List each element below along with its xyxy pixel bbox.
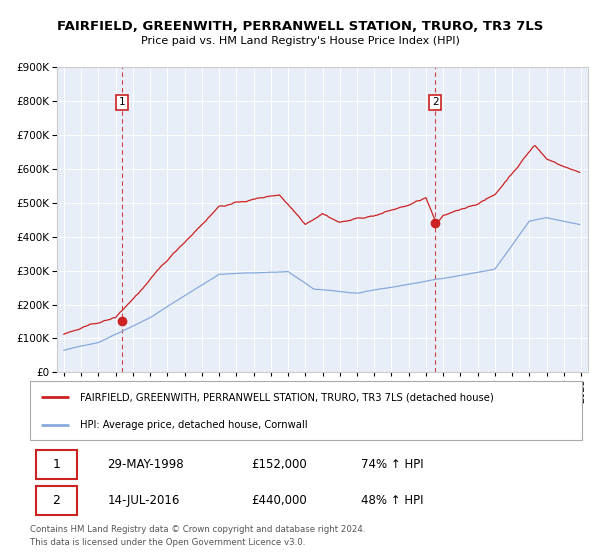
Text: 14-JUL-2016: 14-JUL-2016 bbox=[107, 494, 179, 507]
Text: 74% ↑ HPI: 74% ↑ HPI bbox=[361, 458, 424, 472]
Text: £440,000: £440,000 bbox=[251, 494, 307, 507]
Text: Contains HM Land Registry data © Crown copyright and database right 2024.: Contains HM Land Registry data © Crown c… bbox=[30, 525, 365, 534]
Text: Price paid vs. HM Land Registry's House Price Index (HPI): Price paid vs. HM Land Registry's House … bbox=[140, 36, 460, 46]
Text: 1: 1 bbox=[119, 97, 125, 108]
Text: £152,000: £152,000 bbox=[251, 458, 307, 472]
Text: 48% ↑ HPI: 48% ↑ HPI bbox=[361, 494, 424, 507]
Text: This data is licensed under the Open Government Licence v3.0.: This data is licensed under the Open Gov… bbox=[30, 538, 305, 547]
Text: 29-MAY-1998: 29-MAY-1998 bbox=[107, 458, 184, 472]
Text: 2: 2 bbox=[53, 494, 61, 507]
Text: FAIRFIELD, GREENWITH, PERRANWELL STATION, TRURO, TR3 7LS: FAIRFIELD, GREENWITH, PERRANWELL STATION… bbox=[57, 20, 543, 32]
Text: FAIRFIELD, GREENWITH, PERRANWELL STATION, TRURO, TR3 7LS (detached house): FAIRFIELD, GREENWITH, PERRANWELL STATION… bbox=[80, 392, 493, 402]
Text: 2: 2 bbox=[432, 97, 439, 108]
FancyBboxPatch shape bbox=[30, 381, 582, 440]
FancyBboxPatch shape bbox=[35, 450, 77, 479]
Text: HPI: Average price, detached house, Cornwall: HPI: Average price, detached house, Corn… bbox=[80, 420, 307, 430]
Text: 1: 1 bbox=[53, 458, 61, 472]
FancyBboxPatch shape bbox=[35, 486, 77, 515]
